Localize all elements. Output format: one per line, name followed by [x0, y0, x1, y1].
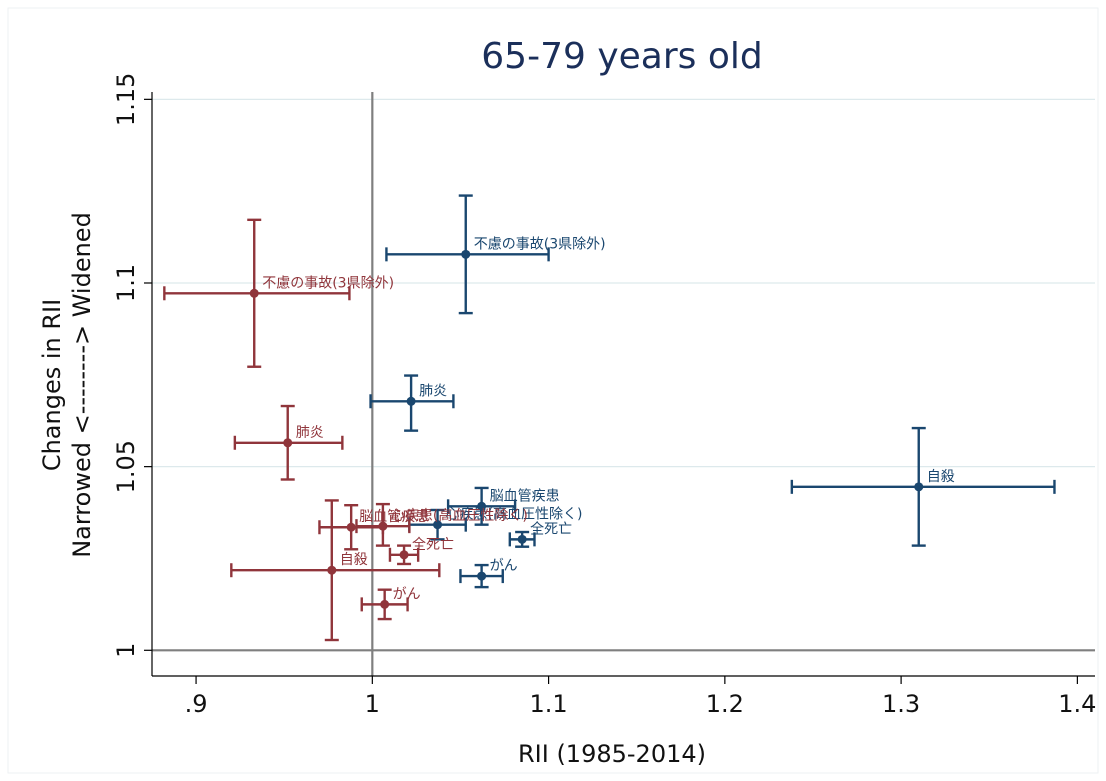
x-tick-label: 1.2 — [706, 690, 744, 718]
chart-frame — [7, 7, 1099, 774]
x-tick-label: 1.1 — [530, 690, 568, 718]
point-marker — [914, 482, 924, 492]
point-label: 自殺 — [927, 469, 955, 485]
point-label: 不慮の事故(3県除外) — [474, 236, 606, 252]
x-tick-label: 1 — [365, 690, 380, 718]
y-tick-label: 1.15 — [112, 73, 140, 126]
point-label: 不慮の事故(3県除外) — [262, 275, 394, 291]
point-label: 自殺 — [340, 552, 368, 568]
point-label: 心疾患(高血圧性除く) — [391, 507, 528, 524]
gridlines — [152, 98, 1095, 468]
data-point: がん — [360, 586, 421, 621]
chart-title: 65-79 years old — [481, 36, 762, 77]
data-point: 自殺 — [230, 499, 441, 642]
y-tick-label: 1.05 — [112, 440, 140, 493]
y-axis-title-line-1: Changes in RII — [38, 299, 66, 471]
point-marker — [477, 501, 487, 511]
point-label: 脳血管疾患 — [490, 488, 560, 504]
point-label: 心疾患(高血圧性除く) — [446, 506, 583, 523]
x-tick-label: .9 — [185, 690, 208, 718]
x-axis-title: RII (1985-2014) — [518, 740, 706, 768]
point-marker — [283, 438, 293, 448]
point-label: がん — [490, 558, 518, 574]
data-point: 脳血管疾患 — [446, 486, 560, 526]
point-label: 脳血管疾患 — [359, 509, 429, 525]
data-point: 心疾患(高血圧性除く) — [355, 502, 528, 547]
data-point: 全死亡 — [388, 536, 454, 566]
data-point: 自殺 — [790, 426, 1056, 547]
point-marker — [380, 599, 390, 609]
data-point: 全死亡 — [508, 520, 572, 548]
y-tick-label: 1.1 — [112, 264, 140, 302]
point-marker — [406, 396, 416, 406]
y-axis-title: Changes in RII Narrowed <--------> Widen… — [38, 212, 96, 558]
point-marker — [477, 571, 487, 581]
data-point: 不慮の事故(3県除外) — [385, 194, 606, 315]
x-tick-label: 1.4 — [1058, 690, 1096, 718]
point-marker — [517, 534, 527, 544]
point-label: 肺炎 — [419, 383, 447, 399]
data-point: がん — [459, 558, 518, 589]
axes: 1 1.05 1.1 1.15 .9 1 1.1 1.2 1.3 1.4 — [112, 73, 1096, 718]
point-label: 肺炎 — [296, 425, 324, 441]
point-marker — [378, 521, 388, 531]
y-axis-title-line-2: Narrowed <--------> Widened — [68, 212, 96, 558]
point-marker — [346, 522, 356, 532]
point-marker — [327, 565, 337, 575]
y-tick-label: 1 — [112, 643, 140, 658]
data-points: 不慮の事故(3県除外)肺炎自殺脳血管疾患心疾患(高血圧性除く)全死亡がん不慮の事… — [163, 194, 1056, 642]
data-point: 肺炎 — [233, 404, 344, 481]
point-label: がん — [393, 586, 421, 602]
point-marker — [461, 249, 471, 259]
data-point: 肺炎 — [369, 374, 455, 432]
data-point: 心疾患(高血圧性除く) — [408, 506, 583, 541]
data-point: 不慮の事故(3県除外) — [163, 218, 394, 368]
point-marker — [249, 288, 259, 298]
point-marker — [399, 550, 409, 560]
point-label: 全死亡 — [530, 520, 572, 537]
x-tick-label: 1.3 — [882, 690, 920, 718]
reference-lines — [152, 92, 1095, 676]
point-marker — [433, 520, 443, 530]
point-label: 全死亡 — [412, 536, 454, 553]
